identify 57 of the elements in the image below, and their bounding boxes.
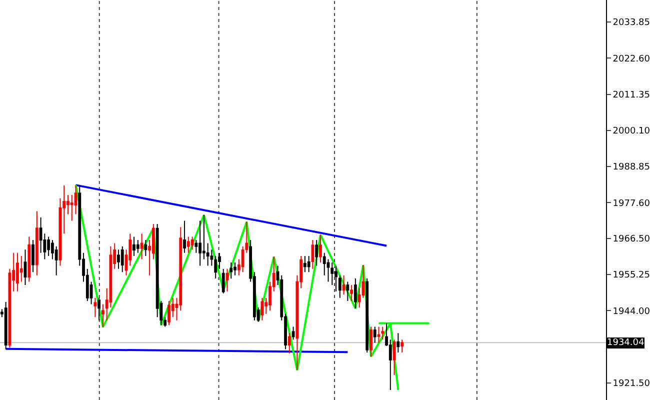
candlestick <box>373 326 376 344</box>
candlestick <box>47 236 50 257</box>
candlestick <box>292 326 295 340</box>
y-tick-label: 2000.10 <box>612 126 650 137</box>
candlestick <box>370 326 372 358</box>
candlestick <box>117 249 120 270</box>
y-tick-label: 1921.50 <box>612 379 650 390</box>
candlestick <box>392 339 396 376</box>
candlestick <box>98 297 101 321</box>
candlestick <box>354 278 357 309</box>
candlestick <box>32 240 34 273</box>
candlestick <box>4 302 8 350</box>
candlestick <box>307 256 310 273</box>
candlestick <box>94 297 97 318</box>
candlestick <box>226 268 229 292</box>
y-tick-label: 2011.35 <box>612 90 650 100</box>
candlestick <box>396 332 400 353</box>
candlestick <box>350 284 354 302</box>
candlestick <box>28 236 31 282</box>
candlestick <box>132 236 136 257</box>
candlestick <box>366 278 369 353</box>
candlestick <box>377 326 380 344</box>
y-tick-label: 1944.00 <box>612 306 650 317</box>
candlestick <box>234 262 236 276</box>
candlestick <box>35 210 38 276</box>
candlestick <box>140 233 144 260</box>
candlestick <box>183 220 186 254</box>
candlestick <box>303 256 306 273</box>
candlestick <box>311 240 314 270</box>
ref-line-label: 1934.04 <box>607 338 644 348</box>
candlestick <box>342 274 346 296</box>
candlestick <box>16 252 19 292</box>
y-tick-label: 1977.60 <box>612 198 650 209</box>
candlestick <box>190 236 194 250</box>
candlestick <box>222 268 225 294</box>
candlestick <box>24 249 27 286</box>
y-tick-label: 1988.85 <box>612 162 650 173</box>
candlestick <box>120 246 124 273</box>
y-tick-label: 1955.25 <box>612 270 650 281</box>
y-tick-label: 1966.50 <box>612 234 650 245</box>
candlestick <box>381 326 384 340</box>
candlestick <box>346 281 350 302</box>
y-tick-label: 2022.60 <box>612 54 650 64</box>
candlestick <box>144 240 148 257</box>
candlestick <box>288 332 291 354</box>
candlestick <box>168 300 170 326</box>
candlestick <box>260 297 264 321</box>
candlestick <box>319 234 322 263</box>
candlestick <box>315 240 318 266</box>
candlestick <box>334 265 338 292</box>
candlestick <box>400 339 404 353</box>
candlestick <box>186 236 190 254</box>
candlestick <box>230 262 233 280</box>
candlestick <box>136 240 140 254</box>
candlestick <box>101 304 104 328</box>
y-tick-label: 2033.85 <box>612 18 650 28</box>
candlestick <box>338 274 342 298</box>
